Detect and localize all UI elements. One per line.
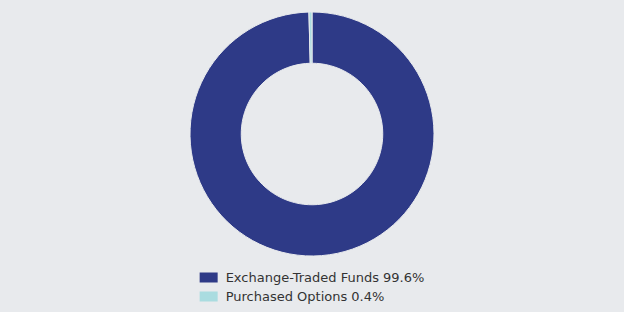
chart-container: Exchange-Traded Funds 99.6% Purchased Opt… (0, 0, 624, 312)
legend-label: Purchased Options 0.4% (226, 289, 385, 304)
slices (190, 12, 434, 256)
legend-swatch (200, 273, 218, 283)
legend-label: Exchange-Traded Funds 99.6% (226, 270, 425, 285)
slice (190, 12, 434, 256)
legend: Exchange-Traded Funds 99.6% Purchased Opt… (200, 270, 425, 304)
legend-swatch (200, 292, 218, 302)
slice (309, 12, 312, 63)
chart: Exchange-Traded Funds 99.6% Purchased Opt… (0, 0, 624, 312)
